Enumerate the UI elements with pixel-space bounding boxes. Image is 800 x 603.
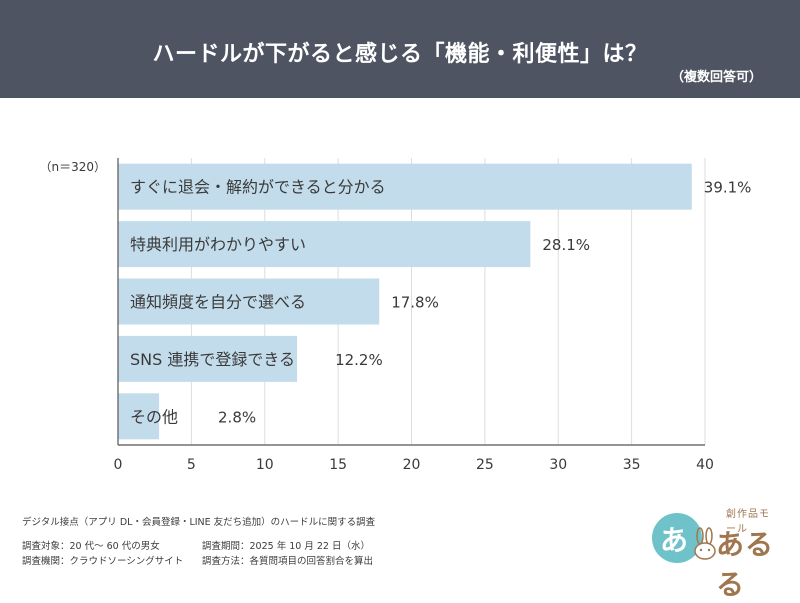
value-label: 2.8%: [218, 408, 256, 426]
category-label: すぐに退会・解約ができると分かる: [130, 178, 386, 197]
survey-period: 調査期間：2025 年 10 月 22 日（水）: [202, 541, 370, 552]
x-tick-label: 0: [114, 457, 123, 473]
survey-agency: 調査機関：クラウドソーシングサイト: [22, 556, 184, 567]
x-tick-label: 25: [476, 457, 494, 473]
bar: [118, 221, 531, 268]
bar-chart: すぐに退会・解約ができると分かる 39.1% 特典利用がわかりやすい 28.1% 通知頻…: [39, 158, 752, 473]
value-label: 12.2%: [335, 351, 383, 369]
value-label: 17.8%: [391, 294, 439, 312]
x-tick-label: 5: [187, 457, 196, 473]
bar: [118, 335, 298, 382]
bar: [118, 278, 380, 325]
survey-target: 調査対象：20 代〜 60 代の男女: [22, 541, 160, 552]
survey-title: デジタル接点（アプリ DL・会員登録・LINE 友だち追加）のハードルに関する調…: [22, 517, 376, 528]
value-label: 28.1%: [542, 236, 590, 254]
x-tick-label: 30: [549, 457, 567, 473]
x-tick-label: 35: [623, 457, 641, 473]
x-tick-label: 15: [329, 457, 347, 473]
x-tick-label: 40: [696, 457, 714, 473]
title-banner: ハードルが下がると感じる「機能・利便性」は？ （複数回答可）: [0, 0, 800, 98]
survey-method: 調査方法：各質問項目の回答割合を算出: [202, 556, 374, 567]
bar: [118, 163, 692, 210]
category-label: 通知頻度を自分で選べる: [130, 293, 306, 312]
logo-small-text: 創作品モール: [726, 509, 770, 535]
logo-circle-char: あ: [660, 524, 689, 557]
value-label: 39.1%: [704, 179, 752, 197]
logo-main-text: あるる: [716, 528, 775, 601]
category-label: SNS 連携で登録できる: [130, 350, 295, 369]
sample-size-label: （n＝320）: [39, 160, 106, 174]
logo-circle: [652, 513, 702, 563]
bar: [118, 393, 160, 440]
x-tick-label: 20: [403, 457, 421, 473]
chart-title: ハードルが下がると感じる「機能・利便性」は？: [152, 42, 648, 67]
x-tick-label: 10: [256, 457, 274, 473]
category-label: 特典利用がわかりやすい: [130, 235, 306, 254]
category-label: その他: [130, 407, 178, 426]
aruru-logo: あ 創作品モール あるる: [652, 505, 780, 601]
chart-subtitle: （複数回答可）: [670, 70, 762, 85]
rabbit-icon: [694, 527, 716, 560]
